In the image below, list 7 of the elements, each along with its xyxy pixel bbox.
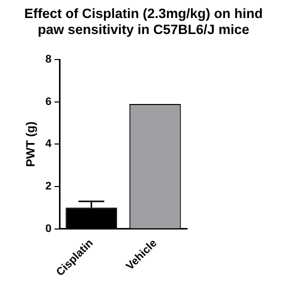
y-tick-label: 4 (45, 138, 52, 150)
y-axis-title: PWT (g) (24, 122, 38, 167)
y-tick-label: 8 (45, 54, 52, 66)
y-tick-label: 2 (45, 180, 52, 193)
chart-title: Effect of Cisplatin (2.3mg/kg) on hind paw sensitivity in C57BL6/J mice (23, 6, 264, 38)
y-tick-label: 0 (45, 222, 52, 235)
y-tick-label: 6 (45, 96, 52, 108)
